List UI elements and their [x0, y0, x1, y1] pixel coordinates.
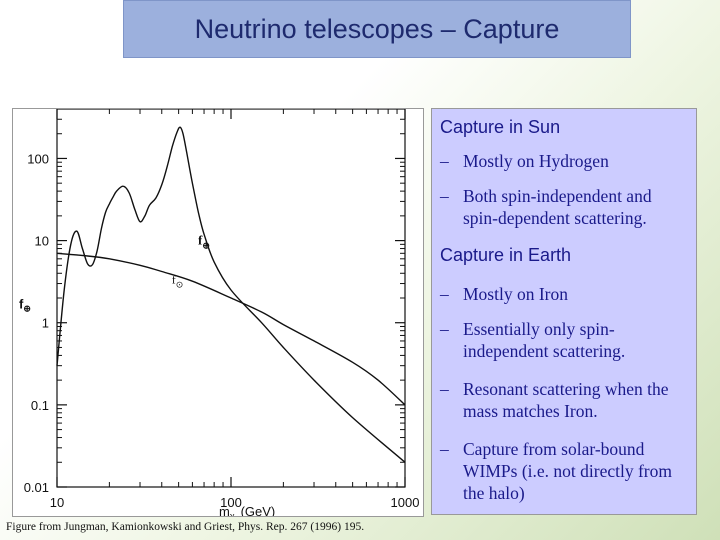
series-earth-label: f⊕: [198, 233, 210, 251]
capture-rate-chart: 10 100 1000 0.01 0.1 1 10 100 mχ (GeV) f⊕ f⊕ f⊙: [12, 108, 424, 517]
bullet-item: – Both spin-independent and spin-dependen…: [440, 185, 689, 229]
axis-ticks: [56, 109, 406, 488]
x-tick-label: 100: [220, 495, 242, 510]
bullet-dash: –: [440, 284, 449, 304]
bullet-item: – Mostly on Iron: [440, 283, 689, 305]
y-tick-label: 0.1: [31, 398, 49, 413]
curve-layer: [56, 126, 406, 463]
bullet-text: Capture from solar-bound WIMPs (i.e. not…: [463, 439, 672, 503]
x-axis-label: mχ (GeV): [219, 504, 275, 516]
bullet-item: – Essentially only spin-independent scatt…: [440, 318, 689, 362]
x-tick-label: 1000: [391, 495, 420, 510]
bullet-dash: –: [440, 439, 449, 459]
y-tick-label: 1: [42, 316, 49, 331]
bullet-dash: –: [440, 319, 449, 339]
bullet-dash: –: [440, 379, 449, 399]
section-heading: Capture in Sun: [440, 117, 561, 137]
bullet-item: – Capture from solar-bound WIMPs (i.e. no…: [440, 438, 689, 504]
y-axis-label: f⊕: [19, 297, 31, 314]
series-earth-line: [56, 126, 406, 463]
bullet-text: Mostly on Iron: [463, 284, 568, 304]
slide-title-box: Neutrino telescopes – Capture: [123, 0, 631, 58]
y-tick-label: 100: [27, 151, 49, 166]
bullet-panel: Capture in Sun – Mostly on Hydrogen – Both s…: [431, 108, 697, 515]
bullet-dash: –: [440, 151, 449, 171]
bullet-text: Both spin-independent and spin-dependent…: [463, 186, 652, 228]
y-tick-label: 10: [35, 234, 49, 249]
series-sun-label: f⊙: [172, 273, 184, 290]
bullet-item: – Resonant scattering when the mass match…: [440, 378, 689, 422]
bullet-dash: –: [440, 186, 449, 206]
slide-title: Neutrino telescopes – Capture: [194, 13, 560, 44]
bullet-text: Resonant scattering when the mass matche…: [463, 379, 669, 421]
bullet-item: – Mostly on Hydrogen: [440, 150, 689, 172]
figure-caption: Figure from Jungman, Kamionkowski and Gr…: [6, 521, 365, 533]
y-tick-label: 0.01: [24, 480, 49, 495]
bullet-text: Mostly on Hydrogen: [463, 151, 609, 171]
bullet-text: Essentially only spin-independent scatte…: [463, 319, 626, 361]
section-heading: Capture in Earth: [440, 245, 572, 265]
series-sun-line: [56, 252, 406, 406]
x-tick-label: 10: [50, 495, 64, 510]
